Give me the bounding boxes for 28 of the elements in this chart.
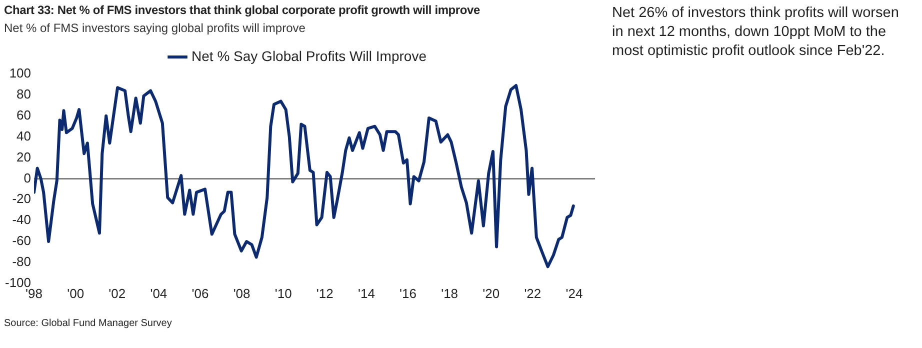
x-tick-label: '08 xyxy=(233,286,250,301)
x-tick-label: '06 xyxy=(192,286,209,301)
text: Net 26% of investors think profits will worsen in next 12 months, down 10ppt MoM to the most optimistic profit outlook since Feb'22. xyxy=(612,4,900,61)
chart-subtitle: Net % of FMS investors saying global profits will improve xyxy=(4,21,306,35)
y-tick-label: 60 xyxy=(16,107,32,122)
y-tick-label: -40 xyxy=(12,212,32,228)
y-tick-label: 0 xyxy=(24,170,32,186)
x-tick-label: '12 xyxy=(316,286,334,301)
y-tick-label: 80 xyxy=(16,86,32,102)
y-tick-label: -60 xyxy=(12,233,32,248)
y-tick-label: 20 xyxy=(16,149,32,164)
x-tick-label: '16 xyxy=(400,286,416,301)
x-tick-label: '10 xyxy=(274,286,292,301)
x-tick-label: '20 xyxy=(482,286,500,301)
x-tick-label: '14 xyxy=(358,286,375,301)
source-note: Source: Global Fund Manager Survey xyxy=(4,318,172,329)
legend-label: Net % Say Global Profits Will Improve xyxy=(192,48,427,64)
x-tick-label: '02 xyxy=(108,286,126,301)
x-tick-label: '00 xyxy=(67,286,84,301)
x-tick-label: '18 xyxy=(441,286,458,301)
y-tick-label: -20 xyxy=(12,191,32,206)
x-tick-label: '24 xyxy=(566,286,583,301)
chart-title: Chart 33: Net % of FMS investors that think global corporate profit growth will improve xyxy=(4,3,480,17)
x-tick-label: '04 xyxy=(150,286,168,301)
y-tick-label: 40 xyxy=(16,128,32,144)
x-tick-label: '22 xyxy=(524,286,542,301)
y-tick-label: 100 xyxy=(9,66,32,81)
y-tick-label: -80 xyxy=(12,254,32,270)
